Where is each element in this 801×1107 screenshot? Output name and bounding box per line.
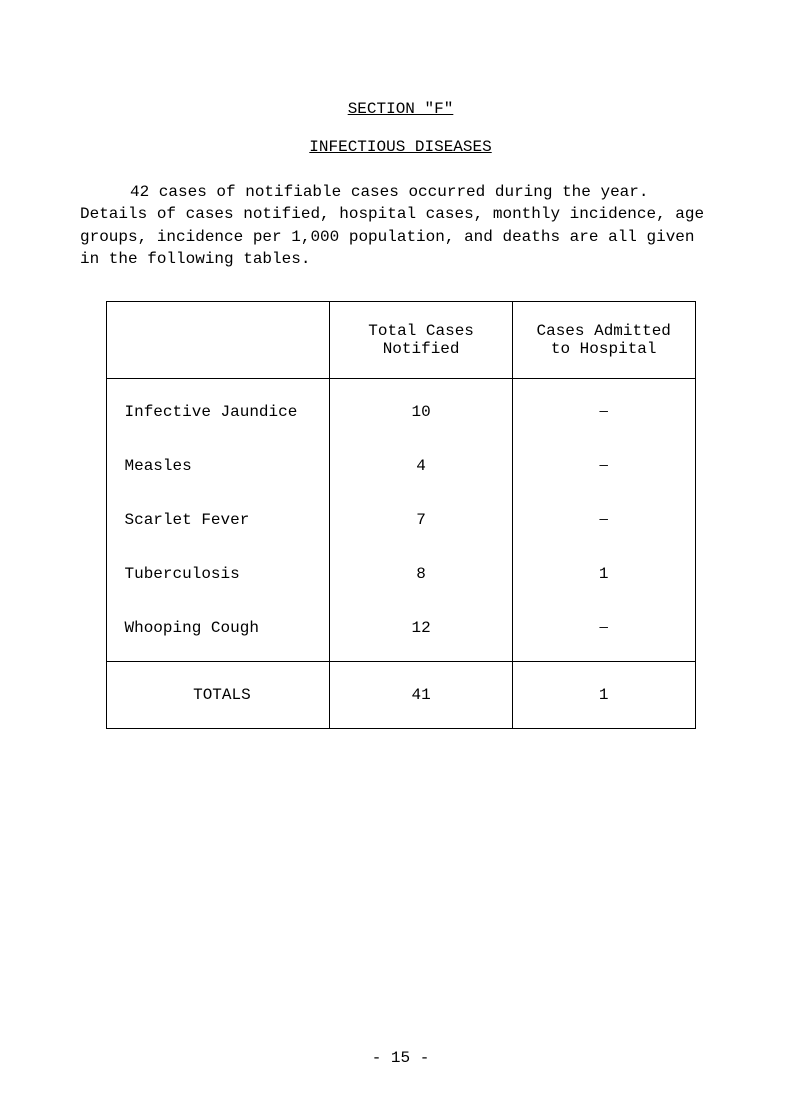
table-totals-row: TOTALS 41 1 — [106, 661, 695, 728]
cell-total: 7 — [330, 493, 513, 547]
cell-total: 8 — [330, 547, 513, 601]
cell-admitted: — — [512, 378, 695, 439]
paragraph-text: 42 cases of notifiable cases occurred du… — [80, 183, 704, 268]
table-row: Whooping Cough 12 — — [106, 601, 695, 662]
intro-paragraph: 42 cases of notifiable cases occurred du… — [80, 181, 721, 271]
subtitle-text: INFECTIOUS DISEASES — [309, 138, 491, 156]
table-row: Infective Jaundice 10 — — [106, 378, 695, 439]
header-admitted: Cases Admitted to Hospital — [512, 301, 695, 378]
cell-total: 4 — [330, 439, 513, 493]
cell-admitted: 1 — [512, 547, 695, 601]
cell-disease: Whooping Cough — [106, 601, 330, 662]
cell-admitted: — — [512, 439, 695, 493]
cell-disease: Infective Jaundice — [106, 378, 330, 439]
page-number: - 15 - — [0, 1049, 801, 1067]
page-container: SECTION "F" INFECTIOUS DISEASES 42 cases… — [0, 0, 801, 1107]
totals-label: TOTALS — [106, 661, 330, 728]
cell-disease: Measles — [106, 439, 330, 493]
header-disease — [106, 301, 330, 378]
table-row: Measles 4 — — [106, 439, 695, 493]
table-row: Tuberculosis 8 1 — [106, 547, 695, 601]
subtitle: INFECTIOUS DISEASES — [70, 138, 731, 156]
section-title: SECTION "F" — [70, 100, 731, 118]
diseases-table: Total Cases Notified Cases Admitted to H… — [106, 301, 696, 729]
cell-total: 12 — [330, 601, 513, 662]
cell-disease: Tuberculosis — [106, 547, 330, 601]
totals-admitted: 1 — [512, 661, 695, 728]
cell-admitted: — — [512, 493, 695, 547]
cell-admitted: — — [512, 601, 695, 662]
section-title-text: SECTION "F" — [348, 100, 454, 118]
totals-total: 41 — [330, 661, 513, 728]
table-row: Scarlet Fever 7 — — [106, 493, 695, 547]
cell-disease: Scarlet Fever — [106, 493, 330, 547]
table-header-row: Total Cases Notified Cases Admitted to H… — [106, 301, 695, 378]
header-total: Total Cases Notified — [330, 301, 513, 378]
cell-total: 10 — [330, 378, 513, 439]
